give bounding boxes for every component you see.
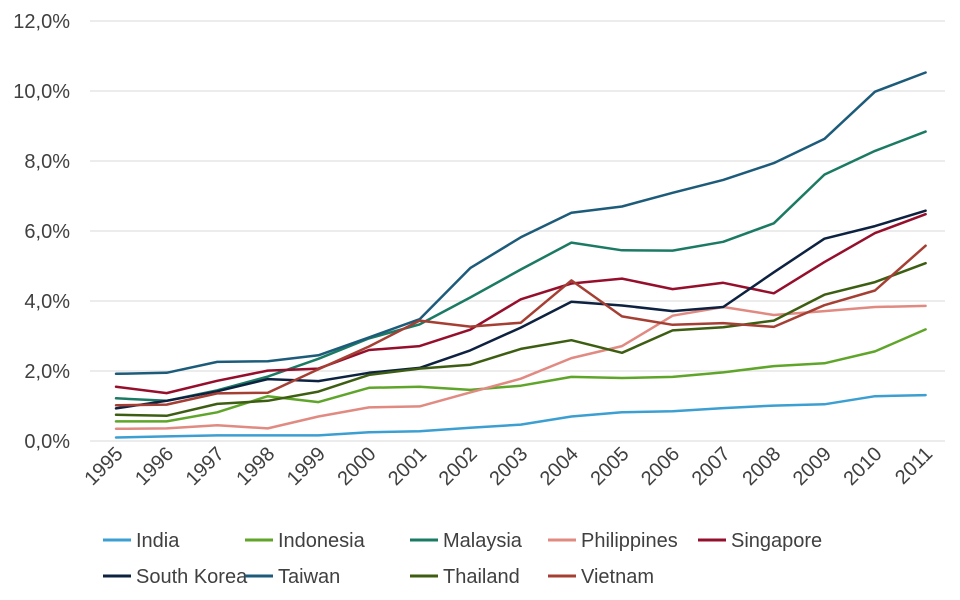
x-tick-label: 2002 <box>435 443 482 490</box>
x-tick-label: 2003 <box>485 443 532 490</box>
x-tick-label: 1996 <box>131 443 178 490</box>
gridlines <box>90 20 945 442</box>
x-axis: 1995 1996 1997 1998 1999 2000 2001 2002 2003 2004… <box>81 440 945 490</box>
legend-label: South Korea <box>136 566 248 588</box>
x-tick-label: 1997 <box>182 443 229 490</box>
x-tick-label: 1995 <box>81 443 128 490</box>
series-line-philippines <box>114 304 927 431</box>
series-line-malaysia <box>114 130 927 403</box>
legend-label: India <box>136 530 180 552</box>
x-tick-label: 2010 <box>840 443 887 490</box>
series-line-taiwan <box>114 71 927 376</box>
series-line-vietnam <box>114 244 927 407</box>
x-tick-label: 2000 <box>334 443 381 490</box>
legend-item: Vietnam <box>548 566 654 588</box>
y-tick-label: 2,0% <box>24 361 70 383</box>
x-tick-label: 2005 <box>587 443 634 490</box>
legend-label: Philippines <box>581 530 678 552</box>
x-tick-label: 1998 <box>232 443 279 490</box>
legend-item: India <box>103 530 180 552</box>
legend-item: Thailand <box>410 566 520 588</box>
x-tick-label: 2007 <box>688 443 735 490</box>
y-tick-label: 10,0% <box>13 81 70 103</box>
y-tick-label: 12,0% <box>13 11 70 33</box>
x-tick-label: 2008 <box>738 443 785 490</box>
y-tick-label: 0,0% <box>24 431 70 453</box>
plot-area <box>114 71 927 439</box>
legend-label: Indonesia <box>278 530 366 552</box>
series-line-thailand <box>114 261 927 418</box>
legend-item: Malaysia <box>410 530 523 552</box>
legend-item: Taiwan <box>245 566 340 588</box>
x-tick-label: 2004 <box>536 443 583 490</box>
x-tick-label: 2011 <box>891 443 937 489</box>
legend-item: Singapore <box>698 530 822 552</box>
legend-label: Taiwan <box>278 566 340 588</box>
legend-label: Vietnam <box>581 566 654 588</box>
x-tick-label: 2009 <box>789 443 836 490</box>
x-tick-label: 2006 <box>637 443 684 490</box>
series-line-south-korea <box>114 209 927 410</box>
legend-item: Indonesia <box>245 530 366 552</box>
y-tick-label: 4,0% <box>24 291 70 313</box>
series-line-india <box>114 393 927 439</box>
series-line-singapore <box>114 212 927 395</box>
legend-label: Malaysia <box>443 530 523 552</box>
x-tick-label: 2001 <box>384 443 431 490</box>
legend-item: South Korea <box>103 566 248 588</box>
y-tick-label: 6,0% <box>24 221 70 243</box>
x-tick-label: 1999 <box>283 443 330 490</box>
y-axis: 0,0% 2,0% 4,0% 6,0% 8,0% 10,0% 12,0% <box>13 11 70 453</box>
legend: India Indonesia Malaysia Philippines Singapo… <box>103 530 822 588</box>
legend-item: Philippines <box>548 530 678 552</box>
series-line-indonesia <box>114 328 927 423</box>
legend-label: Thailand <box>443 566 520 588</box>
legend-label: Singapore <box>731 530 822 552</box>
y-tick-label: 8,0% <box>24 151 70 173</box>
